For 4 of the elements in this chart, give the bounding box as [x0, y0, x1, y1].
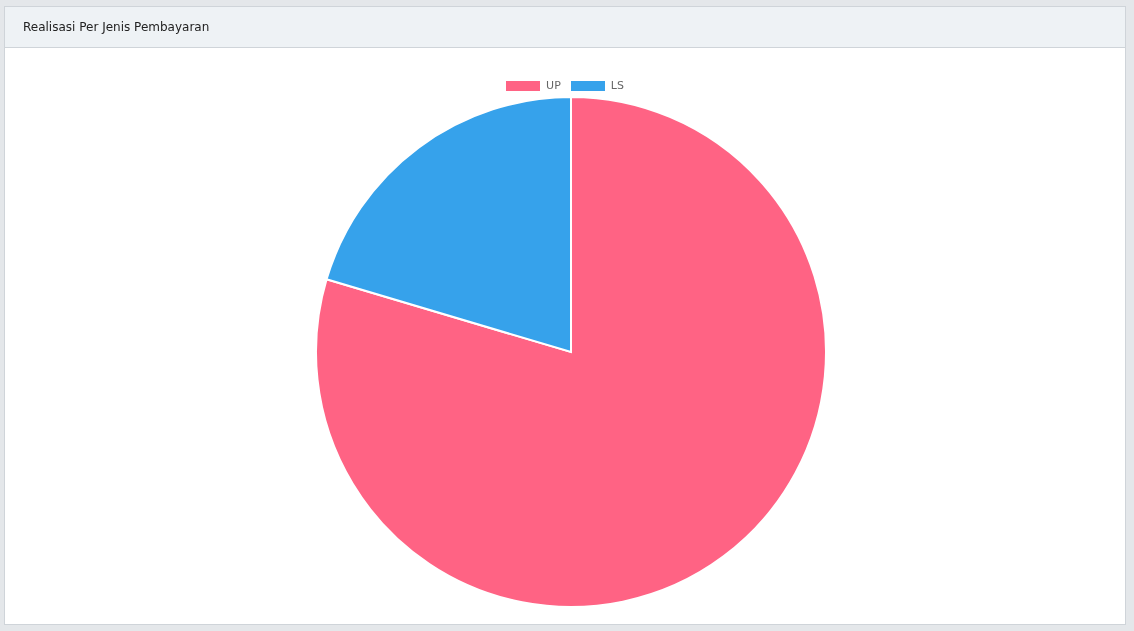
pie-slice — [315, 96, 827, 608]
text: Realisasi Per Jenis Pembayaran — [5, 7, 1125, 48]
legend-label: UP — [546, 79, 561, 92]
legend-label: LS — [610, 79, 624, 92]
